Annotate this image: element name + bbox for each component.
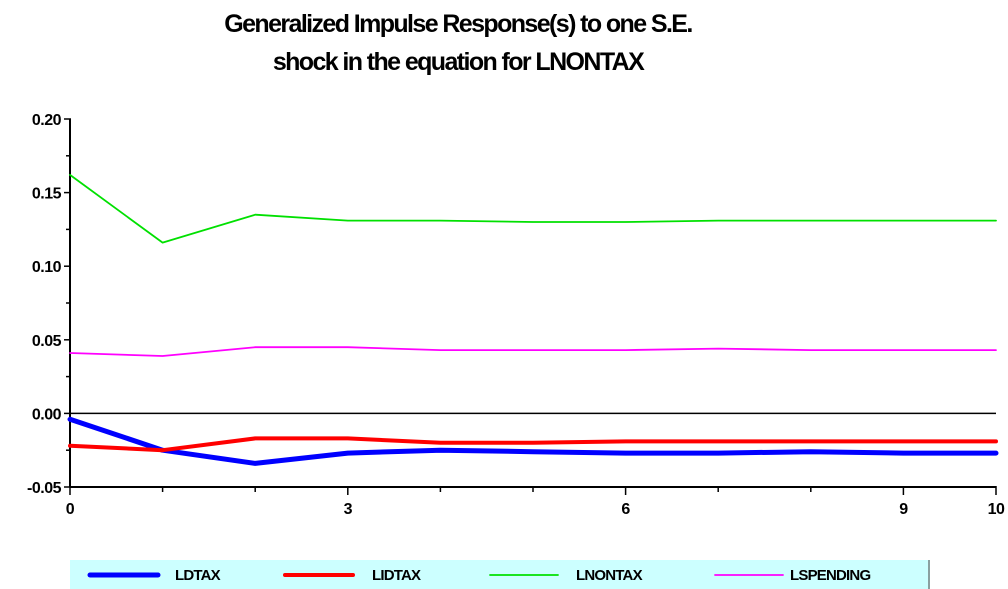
series-line-lnontax	[69, 173, 997, 244]
y-tick-label: 0.10	[32, 259, 62, 276]
legend-label-lidtax: LIDTAX	[372, 567, 421, 584]
x-tick-label: 0	[66, 501, 75, 518]
plot-series	[67, 173, 999, 466]
plot-axes: -0.05 0.00 0.05 0.10 0.15 0.20 0 3 6 9 10	[27, 112, 1005, 518]
legend-label-lnontax: LNONTAX	[576, 567, 643, 584]
legend-label-ldtax: LDTAX	[175, 567, 221, 584]
y-tick-label: 0.20	[32, 112, 62, 129]
series-line-lidtax	[68, 436, 998, 453]
series-line-ldtax	[67, 416, 999, 466]
x-tick-label: 10	[988, 501, 1005, 518]
series-line-lspending	[69, 346, 997, 357]
x-tick-label: 6	[621, 501, 630, 518]
y-tick-label: 0.05	[32, 333, 62, 350]
legend-label-lspending: LSPENDING	[790, 567, 870, 584]
chart-title-line-2: shock in the equation for LNONTAX	[273, 48, 645, 76]
y-tick-label: 0.00	[32, 406, 62, 423]
chart-title: Generalized Impulse Response(s) to one S…	[224, 10, 694, 76]
legend: LDTAX LIDTAX LNONTAX LSPENDING	[70, 560, 930, 589]
y-tick-label: 0.15	[32, 186, 62, 203]
y-tick-label: -0.05	[27, 480, 62, 497]
x-tick-label: 9	[899, 501, 908, 518]
chart-title-line-1: Generalized Impulse Response(s) to one S…	[224, 10, 692, 38]
x-tick-label: 3	[344, 501, 353, 518]
